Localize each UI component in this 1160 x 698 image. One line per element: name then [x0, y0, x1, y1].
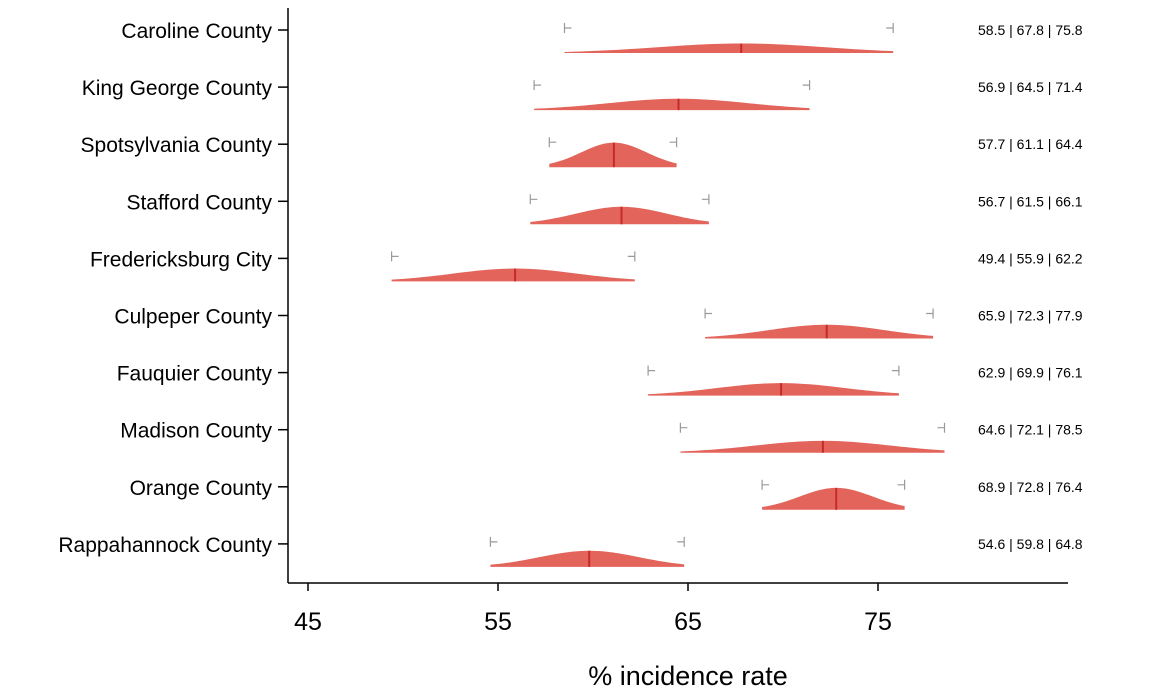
- chart-rows: Caroline County 58.5 | 67.8 | 75.8 King Ge…: [58, 20, 1083, 567]
- ridge-row: Fauquier County 62.9 | 69.9 | 76.1: [117, 363, 1083, 396]
- interval-low-cap: [489, 536, 498, 547]
- interval-low-cap: [533, 80, 542, 91]
- density-shape: [762, 487, 905, 510]
- category-label: Fredericksburg City: [90, 248, 273, 271]
- density-shape: [564, 43, 894, 53]
- density-shape: [680, 440, 945, 453]
- category-label: Spotsylvania County: [81, 134, 273, 157]
- interval-annotation: 68.9 | 72.8 | 76.4: [978, 479, 1083, 495]
- category-label: King George County: [82, 77, 273, 100]
- density-shape: [530, 206, 709, 225]
- interval-high-cap: [677, 536, 685, 547]
- ridge-row: Culpeper County 65.9 | 72.3 | 77.9: [114, 306, 1083, 339]
- category-label: Orange County: [130, 477, 273, 500]
- interval-high-cap: [802, 80, 811, 91]
- category-label: Caroline County: [121, 20, 272, 43]
- interval-annotation: 64.6 | 72.1 | 78.5: [978, 422, 1083, 438]
- interval-annotation: 58.5 | 67.8 | 75.8: [978, 22, 1083, 38]
- category-label: Stafford County: [126, 191, 272, 214]
- interval-annotation: 57.7 | 61.1 | 64.4: [978, 136, 1083, 152]
- ridge-row: King George County 56.9 | 64.5 | 71.4: [82, 77, 1083, 111]
- interval-low-cap: [563, 23, 572, 33]
- interval-high-cap: [886, 23, 894, 33]
- interval-high-cap: [926, 308, 934, 319]
- category-label: Fauquier County: [117, 363, 273, 386]
- interval-high-cap: [891, 365, 900, 376]
- x-axis-ticks: 45 55 65 75: [294, 583, 892, 636]
- interval-low-cap: [704, 308, 713, 319]
- ridge-row: Madison County 64.6 | 72.1 | 78.5: [120, 420, 1083, 453]
- ridge-row: Rappahannock County 54.6 | 59.8 | 64.8: [58, 534, 1083, 567]
- category-label: Rappahannock County: [58, 534, 272, 557]
- category-label: Culpeper County: [114, 306, 272, 329]
- ridge-row: Spotsylvania County 57.7 | 61.1 | 64.4: [81, 134, 1083, 168]
- x-tick-label: 55: [484, 608, 512, 636]
- interval-annotation: 56.7 | 61.5 | 66.1: [978, 193, 1083, 209]
- ridge-row: Orange County 68.9 | 72.8 | 76.4: [130, 477, 1083, 510]
- density-shape: [391, 268, 635, 282]
- interval-low-cap: [391, 251, 399, 262]
- interval-low-cap: [647, 365, 656, 376]
- density-shape: [534, 98, 810, 111]
- interval-low-cap: [548, 137, 557, 148]
- ridge-row: Caroline County 58.5 | 67.8 | 75.8: [121, 20, 1083, 53]
- interval-low-cap: [679, 422, 688, 433]
- interval-annotation: 54.6 | 59.8 | 64.8: [978, 536, 1083, 552]
- interval-high-cap: [701, 194, 710, 205]
- x-tick-label: 65: [674, 608, 702, 636]
- interval-annotation: 65.9 | 72.3 | 77.9: [978, 308, 1083, 324]
- ridge-row: Stafford County 56.7 | 61.5 | 66.1: [126, 191, 1083, 225]
- density-shape: [648, 383, 899, 396]
- interval-high-cap: [937, 422, 946, 433]
- x-tick-label: 75: [864, 608, 892, 636]
- interval-high-cap: [897, 479, 906, 490]
- density-shape: [705, 324, 934, 339]
- interval-high-cap: [669, 137, 678, 148]
- density-shape: [490, 550, 685, 567]
- interval-low-cap: [529, 194, 538, 205]
- interval-annotation: 62.9 | 69.9 | 76.1: [978, 365, 1083, 381]
- category-label: Madison County: [120, 420, 272, 443]
- ridge-row: Fredericksburg City 49.4 | 55.9 | 62.2: [90, 248, 1083, 282]
- x-tick-label: 45: [294, 608, 322, 636]
- x-axis-label: % incidence rate: [588, 661, 788, 691]
- interval-annotation: 49.4 | 55.9 | 62.2: [978, 250, 1083, 266]
- interval-high-cap: [627, 251, 636, 262]
- interval-low-cap: [761, 479, 770, 490]
- interval-annotation: 56.9 | 64.5 | 71.4: [978, 79, 1083, 95]
